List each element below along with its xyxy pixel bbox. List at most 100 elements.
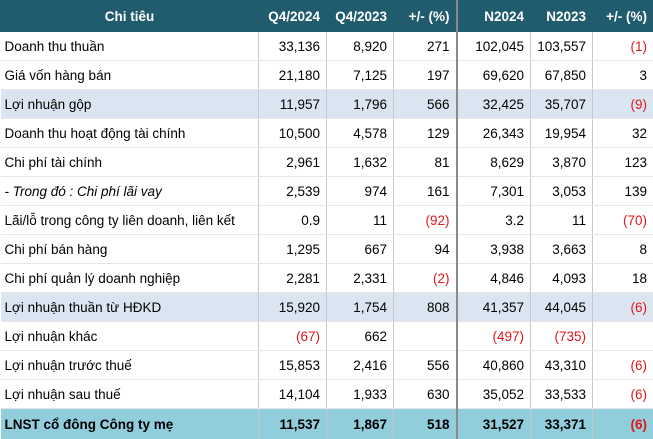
value-cell: 0.9 [258,205,327,235]
value-cell: (9) [592,89,653,119]
value-cell: 67,850 [530,60,593,90]
value-cell: 129 [393,118,458,148]
value-cell: 41,357 [456,292,531,322]
table-row: Lợi nhuận sau thuế 14,104 1,933 630 35,052 33… [0,379,653,409]
row-label: Chi phí quản lý doanh nghiệp [0,263,259,293]
value-cell: (6) [592,408,653,439]
value-cell: 662 [326,321,394,351]
value-cell: 15,853 [258,350,327,380]
empty-cell [592,321,653,351]
value-cell: 33,371 [530,408,593,439]
value-cell: 271 [393,31,458,61]
table-row: - Trong đó : Chi phí lãi vay 2,539 974 161 7… [0,176,653,206]
value-cell: 518 [393,408,458,439]
value-cell: 1,632 [326,147,394,177]
value-cell: 2,416 [326,350,394,380]
value-cell: 630 [393,379,458,409]
value-cell: 3,870 [530,147,593,177]
value-cell: 139 [592,176,653,206]
value-cell: 1,867 [326,408,394,439]
table-row: Lợi nhuận trước thuế 15,853 2,416 556 40,860… [0,350,653,380]
header-cell: Q4/2023 [326,0,394,32]
header-cell: Q4/2024 [258,0,327,32]
value-cell: 2,331 [326,263,394,293]
value-cell: (2) [393,263,458,293]
value-cell: 11,537 [258,408,327,439]
header-row: Chi tiêu Q4/2024 Q4/2023 +/- (%) N2024 N2023 +… [0,0,653,32]
empty-cell [393,321,458,351]
row-label: Lợi nhuận khác [0,321,259,351]
table-row: Lợi nhuận gộp 11,957 1,796 566 32,425 35,707(… [0,89,653,119]
value-cell: 31,527 [456,408,531,439]
row-label: Giá vốn hàng bán [0,60,259,90]
value-cell: 1,933 [326,379,394,409]
value-cell: 2,961 [258,147,327,177]
value-cell: 8 [592,234,653,264]
row-label: - Trong đó : Chi phí lãi vay [0,176,259,206]
value-cell: 1,796 [326,89,394,119]
header-cell: Chi tiêu [0,0,259,32]
value-cell: 11 [530,205,593,235]
value-cell: 10,500 [258,118,327,148]
value-cell: (6) [592,292,653,322]
value-cell: 8,920 [326,31,394,61]
value-cell: 40,860 [456,350,531,380]
value-cell: 32,425 [456,89,531,119]
value-cell: (497) [456,321,531,351]
row-label: Lợi nhuận sau thuế [0,379,259,409]
row-label: Chi phí tài chính [0,147,259,177]
table-row: Chi phí quản lý doanh nghiệp 2,281 2,331 (2… [0,263,653,293]
value-cell: 2,281 [258,263,327,293]
value-cell: 33,136 [258,31,327,61]
value-cell: 8,629 [456,147,531,177]
value-cell: 15,920 [258,292,327,322]
value-cell: (1) [592,31,653,61]
value-cell: 4,093 [530,263,593,293]
row-label: Lợi nhuận trước thuế [0,350,259,380]
value-cell: 3,663 [530,234,593,264]
header-cell: N2023 [530,0,593,32]
value-cell: 3,938 [456,234,531,264]
table-row: Chi phí tài chính 2,961 1,632 81 8,629 3,870 1… [0,147,653,177]
row-label: Lợi nhuận thuần từ HĐKD [0,292,259,322]
value-cell: 4,578 [326,118,394,148]
value-cell: 1,754 [326,292,394,322]
value-cell: 32 [592,118,653,148]
value-cell: 3 [592,60,653,90]
value-cell: 4,846 [456,263,531,293]
value-cell: 94 [393,234,458,264]
value-cell: 7,301 [456,176,531,206]
value-cell: 69,620 [456,60,531,90]
row-label: Doanh thu hoạt động tài chính [0,118,259,148]
row-label: Chi phí bán hàng [0,234,259,264]
value-cell: 3.2 [456,205,531,235]
table-row: Giá vốn hàng bán 21,180 7,125 197 69,620 67,8… [0,60,653,90]
value-cell: 18 [592,263,653,293]
table-row: Chi phí bán hàng 1,295 667 94 3,938 3,663 8 [0,234,653,264]
row-label: Doanh thu thuần [0,31,259,61]
value-cell: 14,104 [258,379,327,409]
table-row: Lợi nhuận khác (67) 662 (497) (735) [0,321,653,351]
value-cell: 19,954 [530,118,593,148]
table-row: Doanh thu hoạt động tài chính 10,500 4,578… [0,118,653,148]
value-cell: (92) [393,205,458,235]
value-cell: 1,295 [258,234,327,264]
value-cell: 26,343 [456,118,531,148]
value-cell: 33,533 [530,379,593,409]
value-cell: 35,052 [456,379,531,409]
value-cell: 197 [393,60,458,90]
value-cell: 7,125 [326,60,394,90]
value-cell: (6) [592,379,653,409]
value-cell: 102,045 [456,31,531,61]
row-label: Lãi/lỗ trong công ty liên doanh, liên kế… [0,205,259,235]
table-row: Doanh thu thuần 33,136 8,920 271 102,045 103,… [0,31,653,61]
header-cell: +/- (%) [393,0,458,32]
header-cell: +/- (%) [592,0,653,32]
header-cell: N2024 [456,0,531,32]
value-cell: 2,539 [258,176,327,206]
table-row: LNST cổ đông Công ty mẹ 11,537 1,867 518 31,… [0,408,653,439]
value-cell: 21,180 [258,60,327,90]
table-row: Lợi nhuận thuần từ HĐKD 15,920 1,754 808 41,… [0,292,653,322]
